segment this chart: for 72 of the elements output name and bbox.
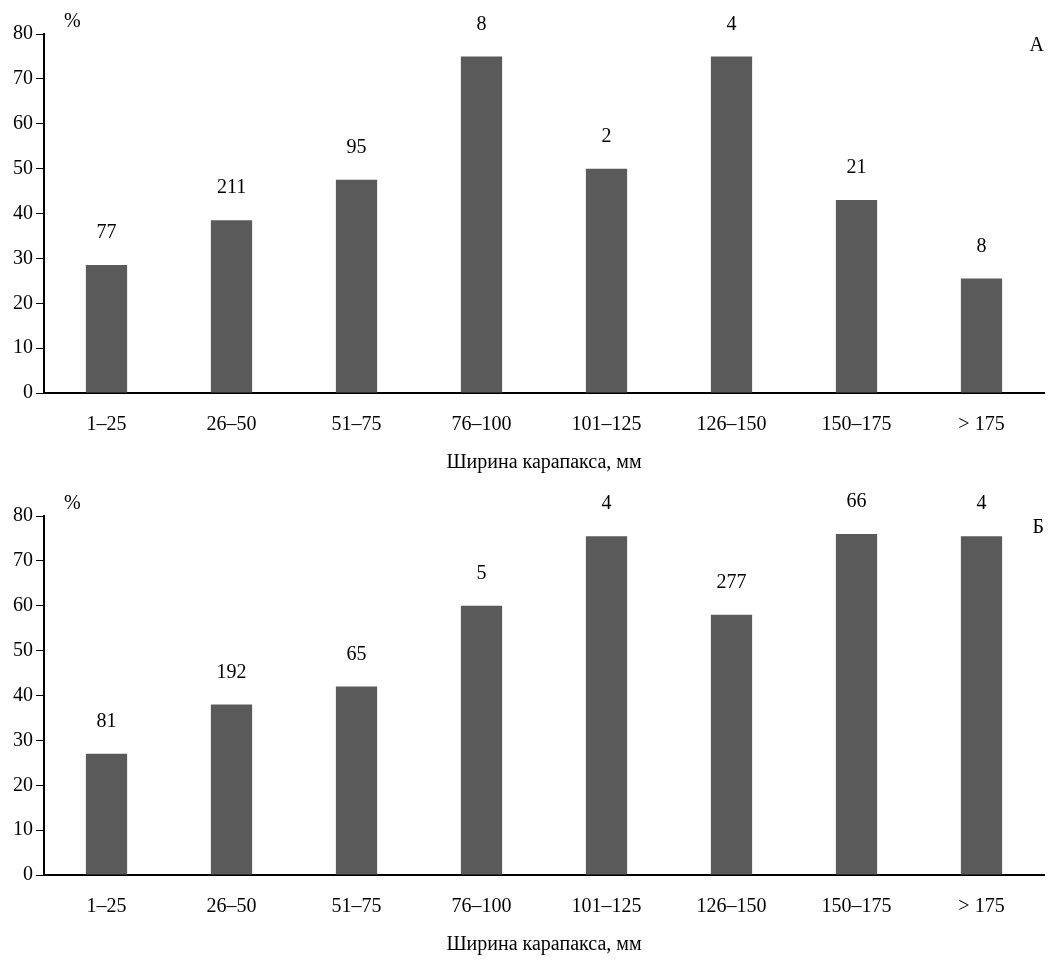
x-axis-title: Ширина карапакса, мм (446, 932, 642, 956)
x-tick-label: 126–150 (696, 412, 767, 435)
annotation: 81 (96, 709, 117, 732)
y-tick-label: 50 (13, 155, 33, 178)
annotation: 8 (476, 11, 487, 34)
bar (335, 686, 378, 875)
y-tick-label: 20 (13, 290, 33, 313)
y-tick-label: 50 (13, 637, 33, 660)
annotation: 77 (96, 220, 117, 243)
bar (835, 533, 878, 875)
x-tick-label: 51–75 (331, 894, 382, 917)
annotation: 95 (346, 135, 367, 158)
bar (335, 179, 378, 393)
bar (960, 536, 1003, 875)
x-tick-label: 150–175 (821, 894, 892, 917)
annotation: 21 (846, 155, 867, 178)
x-tick-label: > 175 (958, 412, 1005, 435)
annotation: А (1029, 33, 1045, 56)
y-tick-label: 10 (13, 335, 33, 358)
y-tick-label: 20 (13, 772, 33, 795)
bar (835, 200, 878, 393)
y-tick-label: 60 (13, 593, 33, 615)
y-tick-label: 70 (13, 548, 33, 571)
y-tick-label: 0 (23, 862, 33, 885)
annotation: 4 (726, 11, 737, 34)
y-tick-label: 60 (13, 111, 33, 133)
annotation: 4 (601, 491, 612, 514)
bar (85, 753, 128, 875)
annotation: 8 (976, 233, 987, 256)
x-axis-title: Ширина карапакса, мм (446, 450, 642, 474)
annotation: 4 (976, 491, 987, 514)
x-tick-label: 1–25 (86, 412, 127, 435)
y-tick-label: 10 (13, 817, 33, 840)
annotation: 66 (846, 489, 867, 512)
y-tick-label: 40 (13, 682, 33, 705)
bar (710, 56, 753, 393)
y-axis-title: % (64, 491, 81, 514)
bar (710, 614, 753, 875)
annotation: 277 (716, 569, 747, 592)
annotation: 211 (216, 175, 247, 198)
x-tick-label: 101–125 (571, 412, 642, 435)
bar (460, 56, 503, 393)
bar (85, 265, 128, 393)
bar (210, 704, 253, 875)
x-tick-label: 26–50 (206, 412, 257, 435)
bar (585, 168, 628, 393)
annotation: 5 (476, 561, 487, 583)
x-tick-label: 51–75 (331, 412, 382, 435)
x-tick-label: > 175 (958, 894, 1005, 917)
y-tick-label: 80 (13, 503, 33, 526)
x-tick-label: 26–50 (206, 894, 257, 917)
x-tick-label: 76–100 (451, 412, 512, 435)
y-tick-label: 40 (13, 200, 33, 223)
annotation: Б (1032, 515, 1044, 538)
y-tick-label: 30 (13, 245, 33, 268)
x-tick-label: 76–100 (451, 894, 512, 917)
x-tick-label: 150–175 (821, 412, 892, 435)
bar (210, 220, 253, 393)
y-tick-label: 80 (13, 21, 33, 44)
annotation: 192 (216, 659, 247, 682)
bar (460, 605, 503, 875)
y-axis-title: % (64, 9, 81, 32)
x-tick-label: 101–125 (571, 894, 642, 917)
bar (960, 278, 1003, 393)
y-tick-label: 0 (23, 380, 33, 403)
x-tick-label: 1–25 (86, 894, 127, 917)
y-tick-label: 30 (13, 727, 33, 750)
annotation: 65 (346, 641, 367, 664)
bar (585, 536, 628, 875)
annotation: 2 (601, 123, 612, 146)
x-tick-label: 126–150 (696, 894, 767, 917)
y-tick-label: 70 (13, 66, 33, 89)
